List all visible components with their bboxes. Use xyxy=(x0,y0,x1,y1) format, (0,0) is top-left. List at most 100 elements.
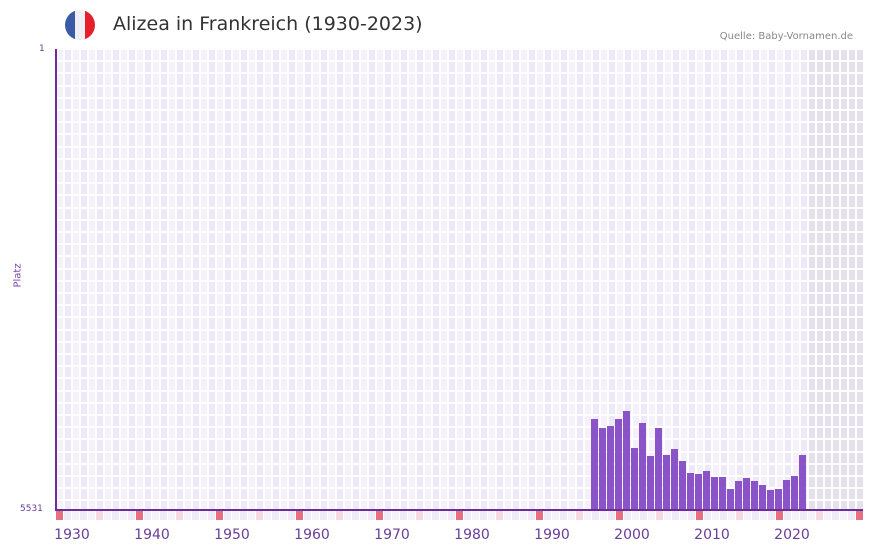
grid-cell xyxy=(217,62,223,73)
grid-cell xyxy=(393,86,399,97)
bar-1996[interactable] xyxy=(591,419,598,510)
grid-cell xyxy=(585,477,591,488)
grid-cell xyxy=(601,342,607,353)
bar-2001[interactable] xyxy=(631,447,638,510)
grid-cell xyxy=(153,62,159,73)
bar-2008[interactable] xyxy=(687,472,694,510)
grid-cell xyxy=(633,86,639,97)
grid-cell xyxy=(57,135,63,146)
grid-cell xyxy=(145,74,151,85)
grid-cell xyxy=(753,294,759,305)
grid-cell xyxy=(113,208,119,219)
bar-2017[interactable] xyxy=(759,484,766,510)
grid-cell xyxy=(745,464,751,475)
bar-2002[interactable] xyxy=(639,422,646,510)
bar-2015[interactable] xyxy=(743,477,750,510)
grid-cell xyxy=(209,440,215,451)
bar-2019[interactable] xyxy=(775,488,782,510)
grid-cell xyxy=(265,135,271,146)
grid-cell xyxy=(425,233,431,244)
grid-cell xyxy=(369,184,375,195)
grid-cell xyxy=(201,355,207,366)
bar-2010[interactable] xyxy=(703,470,710,510)
bar-2007[interactable] xyxy=(679,460,686,510)
grid-cell xyxy=(65,269,71,280)
grid-cell xyxy=(401,123,407,134)
grid-cell xyxy=(633,379,639,390)
grid-cell xyxy=(513,159,519,170)
grid-cell xyxy=(249,111,255,122)
grid-cell xyxy=(745,330,751,341)
grid-cell xyxy=(801,330,807,341)
grid-cell xyxy=(57,379,63,390)
grid-cell xyxy=(713,135,719,146)
grid-cell xyxy=(193,269,199,280)
bar-2006[interactable] xyxy=(671,448,678,510)
grid-cell xyxy=(465,208,471,219)
grid-cell xyxy=(761,135,767,146)
grid-cell xyxy=(649,257,655,268)
grid-cell xyxy=(241,111,247,122)
bar-2005[interactable] xyxy=(663,454,670,510)
grid-cell xyxy=(217,50,223,61)
grid-cell xyxy=(465,123,471,134)
bar-2004[interactable] xyxy=(655,427,662,510)
bar-2014[interactable] xyxy=(735,480,742,510)
grid-cell xyxy=(625,281,631,292)
grid-cell xyxy=(289,184,295,195)
bar-2021[interactable] xyxy=(791,475,798,510)
bar-2016[interactable] xyxy=(751,480,758,510)
grid-cell xyxy=(625,123,631,134)
grid-cell xyxy=(97,501,103,510)
grid-cell xyxy=(281,355,287,366)
grid-cell xyxy=(385,342,391,353)
grid-cell xyxy=(465,245,471,256)
grid-cell xyxy=(137,489,143,500)
grid-cell xyxy=(353,452,359,463)
grid-cell xyxy=(753,464,759,475)
grid-cell xyxy=(105,367,111,378)
grid-cell xyxy=(569,294,575,305)
grid-cell xyxy=(329,501,335,510)
grid-cell xyxy=(257,50,263,61)
bar-2009[interactable] xyxy=(695,473,702,510)
grid-cell xyxy=(185,220,191,231)
grid-cell xyxy=(449,98,455,109)
grid-cell xyxy=(777,379,783,390)
grid-cell xyxy=(537,428,543,439)
grid-cell xyxy=(713,86,719,97)
grid-cell xyxy=(105,257,111,268)
bar-1998[interactable] xyxy=(607,425,614,510)
bar-1999[interactable] xyxy=(615,419,622,510)
bar-2018[interactable] xyxy=(767,489,774,510)
bar-2003[interactable] xyxy=(647,455,654,510)
grid-cell xyxy=(217,379,223,390)
grid-cell xyxy=(209,342,215,353)
grid-cell xyxy=(769,355,775,366)
grid-cell xyxy=(113,245,119,256)
grid-cell xyxy=(209,147,215,158)
grid-cell xyxy=(177,281,183,292)
bar-2020[interactable] xyxy=(783,479,790,510)
grid-cell xyxy=(81,208,87,219)
grid-cell xyxy=(569,245,575,256)
year-tick xyxy=(264,511,271,520)
grid-cell xyxy=(521,135,527,146)
grid-cell xyxy=(785,318,791,329)
grid-cell xyxy=(425,342,431,353)
grid-cell xyxy=(817,416,823,427)
bar-2011[interactable] xyxy=(711,476,718,510)
bar-2022[interactable] xyxy=(799,454,806,510)
grid-cell xyxy=(793,86,799,97)
bar-2013[interactable] xyxy=(727,488,734,510)
bar-2000[interactable] xyxy=(623,410,630,510)
bar-2012[interactable] xyxy=(719,476,726,510)
grid-cell xyxy=(201,464,207,475)
grid-cell xyxy=(393,294,399,305)
grid-cell xyxy=(793,452,799,463)
grid-cell xyxy=(713,123,719,134)
grid-cell xyxy=(289,269,295,280)
grid-cell xyxy=(385,220,391,231)
grid-cell xyxy=(185,257,191,268)
bar-1997[interactable] xyxy=(599,427,606,510)
